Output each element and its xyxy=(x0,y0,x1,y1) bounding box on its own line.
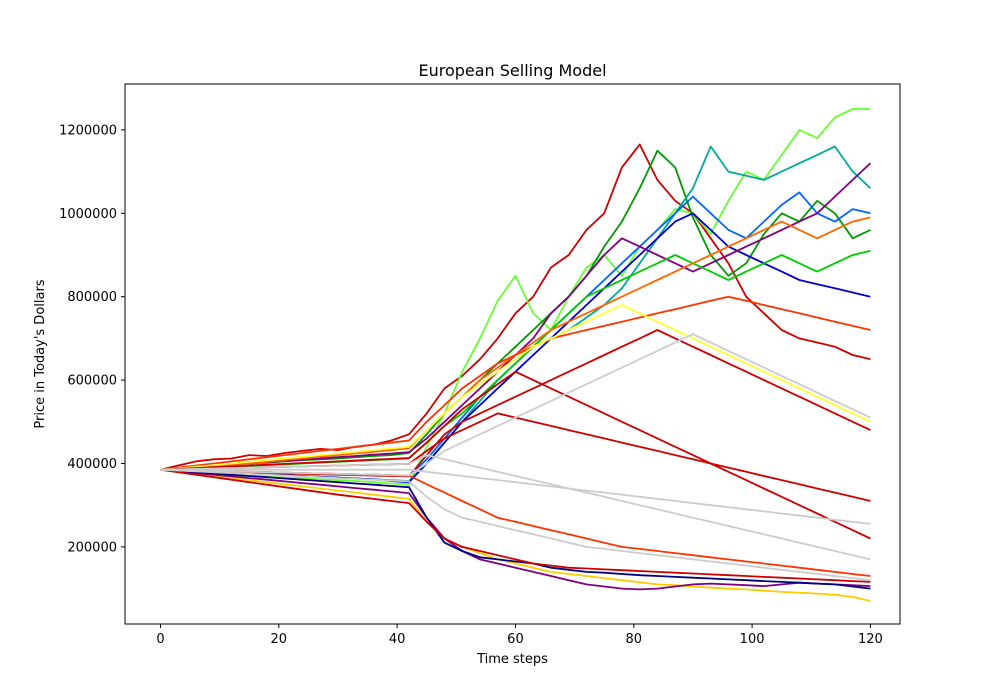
series-line-12 xyxy=(160,468,871,590)
series-line-11 xyxy=(160,468,871,591)
series-line-19 xyxy=(160,370,871,540)
x-tick-label: 40 xyxy=(389,632,406,647)
y-tick-label: 1000000 xyxy=(59,207,117,222)
series-line-23 xyxy=(160,468,871,525)
series-line-22 xyxy=(160,454,871,561)
y-axis-label: Price in Today's Dollars xyxy=(33,279,48,428)
y-tick-label: 200000 xyxy=(67,540,117,555)
x-tick-label: 120 xyxy=(858,632,883,647)
series-layer xyxy=(160,108,872,602)
plot-area xyxy=(160,108,872,602)
plot-frame xyxy=(124,83,901,625)
x-tick-label: 80 xyxy=(626,632,643,647)
y-tick-label: 600000 xyxy=(67,374,117,389)
x-axis-label: Time steps xyxy=(476,652,548,667)
series-line-16 xyxy=(160,304,871,471)
series-line-15 xyxy=(160,468,871,583)
chart-title: European Selling Model xyxy=(418,61,606,80)
x-axis: 0 20 40 60 80 100 120 xyxy=(156,624,883,647)
x-tick-label: 20 xyxy=(271,632,288,647)
series-line-21 xyxy=(160,468,871,582)
x-tick-label: 100 xyxy=(740,632,765,647)
y-tick-label: 1200000 xyxy=(59,123,117,138)
y-axis: 200000 400000 600000 800000 1000000 1200000 xyxy=(59,123,125,555)
series-line-20 xyxy=(160,333,871,477)
x-tick-label: 0 xyxy=(156,632,164,647)
series-line-13 xyxy=(160,295,871,471)
y-tick-label: 400000 xyxy=(67,457,117,472)
y-tick-label: 800000 xyxy=(67,290,117,305)
series-line-10 xyxy=(160,468,871,602)
x-tick-label: 60 xyxy=(507,632,524,647)
